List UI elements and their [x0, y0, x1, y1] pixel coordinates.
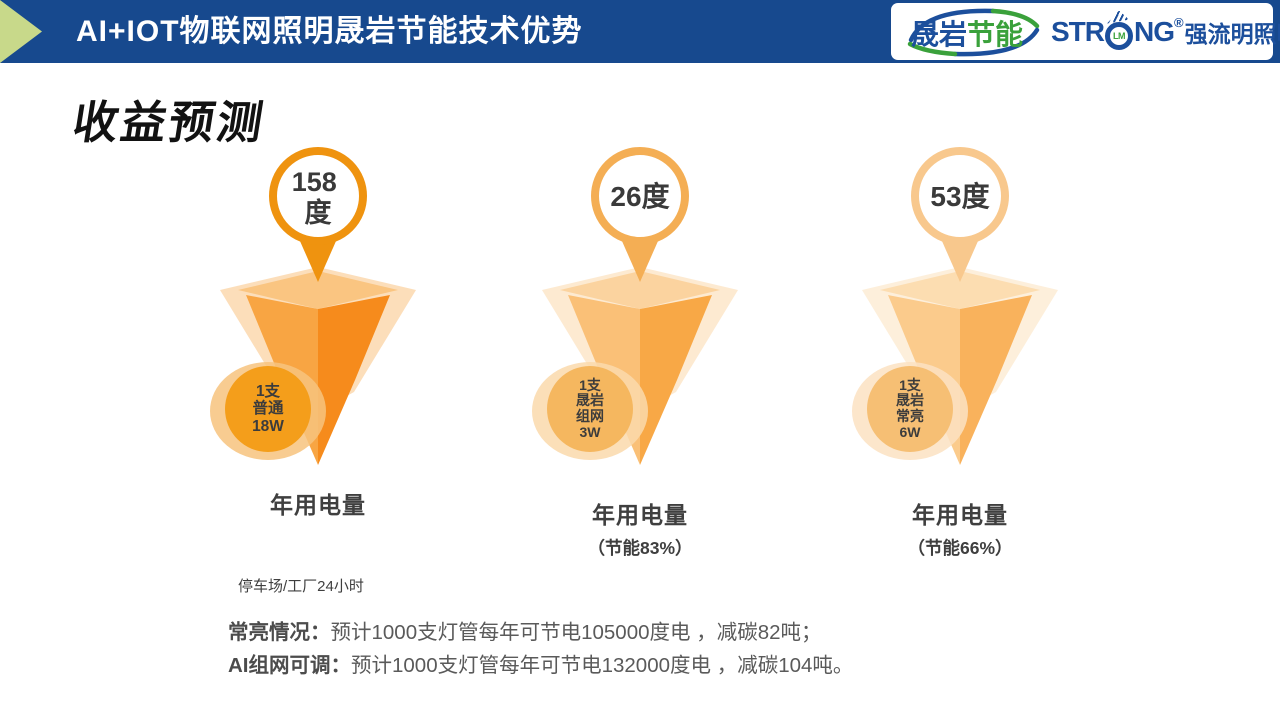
strong-logo-ng: NG [1134, 15, 1175, 47]
shengyan-logo-text-blue: 晟岩 [911, 19, 967, 50]
annual-usage-label: 年用电量 [270, 492, 366, 518]
column-labels: 年用电量 [188, 486, 448, 525]
registered-mark: ® [1174, 15, 1184, 30]
strong-logo-lm: LM [1113, 30, 1126, 41]
note-label: 常亮情况： [228, 621, 331, 644]
strong-logo-cn: 强流明照明 [1184, 20, 1280, 47]
badge-line: 3W [579, 423, 601, 440]
annual-usage-label: 年用电量 [592, 502, 688, 528]
funnel-column-constant-6w: 53度 1支 晟岩 常亮 6W 年用电量 （节能66%） [830, 142, 1090, 702]
svg-text:晟岩节能: 晟岩节能 [911, 19, 1023, 50]
header-title: AI+IOT物联网照明晟岩节能技术优势 [76, 15, 583, 48]
note-text: 预计1000支灯管每年可节电105000度电 ，减碳82吨； [330, 621, 822, 644]
note-label: AI组网可调： [228, 654, 351, 677]
strong-logo: STR LM NG ® 强流明照明 [1051, 10, 1280, 50]
strong-logo-str: STR [1051, 15, 1105, 47]
funnel-graphic [220, 267, 416, 465]
pin-marker-icon: 158 度 [269, 147, 367, 282]
shengyan-logo: 晟岩节能 [907, 8, 1040, 56]
pin-marker-icon: 26度 [591, 147, 689, 282]
svg-text:26度: 26度 [610, 181, 669, 212]
badge-line: 1支 [899, 376, 921, 393]
shengyan-logo-text-green: 节能 [967, 19, 1023, 50]
badge-circle: 1支 晟岩 组网 3W [547, 366, 633, 452]
pin-value-line2: 度 [305, 197, 332, 228]
saving-percent-label: （节能83%） [587, 538, 693, 558]
badge-line: 普通 [252, 400, 284, 418]
note-text: 预计1000支灯管每年可节电132000度电 ，减碳104吨。 [351, 654, 854, 677]
badge-line: 常亮 [896, 408, 924, 424]
badge-line: 晟岩 [576, 392, 604, 409]
column-labels: 年用电量 （节能66%） [830, 496, 1090, 560]
badge-line: 1支 [255, 382, 281, 400]
column-labels: 年用电量 （节能83%） [510, 496, 770, 560]
badge-line: 组网 [576, 408, 604, 424]
badge-line: 1支 [579, 376, 601, 393]
saving-percent-label: （节能66%） [907, 538, 1013, 558]
header-bar: AI+IOT物联网照明晟岩节能技术优势 晟岩节能 STR LM NG ® 强流 [0, 0, 1280, 63]
chevron-right-icon [0, 0, 42, 63]
funnel-column-mesh-3w: 26度 1支 晟岩 组网 3W 年用电量 （节能83%） [510, 142, 770, 702]
badge-line: 6W [899, 423, 921, 440]
pin-value-line1: 26度 [610, 181, 669, 212]
funnel-column-ordinary-18w: 158 度 1支 普通 18W 年用电量 [188, 142, 448, 702]
badge-circle: 1支 晟岩 常亮 6W [867, 366, 953, 452]
strong-logo-o-ring-icon: LM [1105, 10, 1133, 50]
badge-line: 晟岩 [896, 392, 924, 409]
pin-value-line1: 53度 [930, 181, 989, 212]
badge-circle: 1支 普通 18W [225, 366, 311, 452]
svg-text:53度: 53度 [930, 181, 989, 212]
annual-usage-label: 年用电量 [912, 502, 1008, 528]
logo-panel: 晟岩节能 STR LM NG ® 强流明照明 [891, 3, 1280, 60]
scenario-footnote: 停车场/工厂24小时 [238, 578, 364, 595]
pin-marker-icon: 53度 [911, 147, 1009, 282]
note-ai-mesh-mode: AI组网可调：预计1000支灯管每年可节电132000度电 ，减碳104吨。 [228, 648, 853, 678]
note-constant-mode: 常亮情况：预计1000支灯管每年可节电105000度电 ，减碳82吨； [228, 615, 822, 645]
pin-value-line1: 158 [292, 167, 337, 197]
badge-line: 18W [252, 417, 284, 435]
svg-text:158 度: 158 度 [292, 167, 345, 228]
